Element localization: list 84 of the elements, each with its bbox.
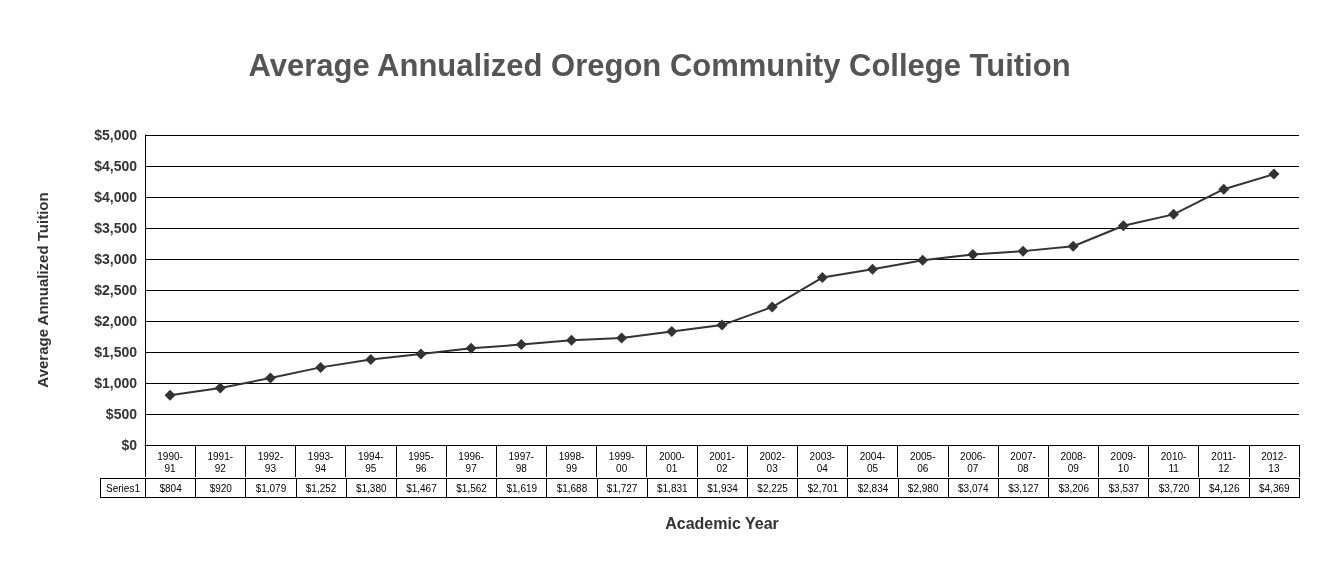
y-tick-label: $2,000 bbox=[94, 313, 138, 329]
x-tick-label: 2012-13 bbox=[1261, 450, 1287, 474]
x-tick-label: 2011-12 bbox=[1211, 450, 1237, 474]
point bbox=[1117, 220, 1129, 232]
point bbox=[315, 361, 327, 373]
point bbox=[1017, 245, 1029, 257]
x-axis-title: Academic Year bbox=[665, 514, 779, 532]
point bbox=[1218, 183, 1230, 195]
x-tick-label: 2000-01 bbox=[659, 450, 685, 474]
x-tick-label: 2004-05 bbox=[859, 450, 886, 474]
x-tick-label: 1997-98 bbox=[508, 450, 535, 474]
x-tick-label: 1996-97 bbox=[458, 450, 484, 474]
y-axis-title: Average Annualized Tuition bbox=[34, 192, 51, 388]
data-label: $804 bbox=[145, 478, 196, 498]
data-label: $1,727 bbox=[597, 478, 648, 498]
data-label: $2,701 bbox=[797, 478, 848, 498]
x-tick-label: 2008-09 bbox=[1060, 450, 1087, 474]
data-label: $3,720 bbox=[1148, 478, 1200, 498]
point bbox=[264, 372, 276, 384]
x-tick-label: 1995-96 bbox=[408, 450, 434, 474]
data-label: $3,206 bbox=[1048, 478, 1099, 498]
x-tick-label: 2001-02 bbox=[709, 450, 735, 474]
chart-title: Average Annualized Oregon Community College Tuition bbox=[248, 48, 1071, 83]
data-label: $1,934 bbox=[697, 478, 748, 498]
data-label: $4,369 bbox=[1249, 478, 1300, 498]
text: Series1 bbox=[100, 478, 146, 498]
point bbox=[1268, 168, 1280, 180]
data-label: $2,980 bbox=[898, 478, 949, 498]
point bbox=[816, 272, 828, 284]
x-tick-label: 2002-03 bbox=[759, 450, 785, 474]
data-label: $3,074 bbox=[948, 478, 999, 498]
y-tick-label: $1,000 bbox=[94, 375, 138, 391]
x-tick-label: 1993-94 bbox=[307, 450, 334, 474]
point bbox=[867, 263, 879, 275]
y-tick-label: $5,000 bbox=[94, 127, 138, 143]
data-label: $1,079 bbox=[245, 478, 297, 498]
point bbox=[766, 301, 778, 313]
data-label: $1,380 bbox=[346, 478, 397, 498]
data-label: $1,467 bbox=[396, 478, 447, 498]
y-tick-label: $500 bbox=[105, 406, 138, 422]
x-tick-label: 2003-04 bbox=[809, 450, 836, 474]
data-label: $1,252 bbox=[296, 478, 347, 498]
y-tick-label: $4,500 bbox=[94, 158, 138, 174]
x-tick-label: 2006-07 bbox=[960, 450, 986, 474]
data-label: $2,225 bbox=[747, 478, 798, 498]
y-tick-label: $3,000 bbox=[94, 251, 138, 267]
x-tick-label: 1991-92 bbox=[207, 450, 234, 474]
x-tick-label: 1998-99 bbox=[558, 450, 585, 474]
point bbox=[515, 339, 527, 351]
point bbox=[365, 353, 377, 365]
data-label: $1,688 bbox=[546, 478, 598, 498]
x-tick-label: 2005-06 bbox=[909, 450, 936, 474]
point bbox=[465, 342, 477, 354]
point bbox=[967, 248, 979, 260]
point bbox=[616, 332, 628, 344]
point bbox=[666, 325, 678, 337]
data-label: $1,831 bbox=[647, 478, 698, 498]
data-label: $1,562 bbox=[446, 478, 497, 498]
x-tick-label: 2010-11 bbox=[1160, 450, 1187, 474]
x-tick-label: 1992-93 bbox=[257, 450, 284, 474]
point bbox=[917, 254, 929, 266]
point bbox=[164, 389, 176, 401]
y-tick-label: $2,500 bbox=[94, 282, 138, 298]
data-label: $920 bbox=[195, 478, 246, 498]
point bbox=[716, 319, 728, 331]
point bbox=[415, 348, 427, 360]
point bbox=[214, 382, 226, 394]
data-label: $2,834 bbox=[847, 478, 899, 498]
x-tick-label: 2007-08 bbox=[1010, 450, 1036, 474]
data-label: $3,537 bbox=[1098, 478, 1149, 498]
point bbox=[1168, 208, 1180, 220]
x-tick-label: 2009-10 bbox=[1110, 450, 1137, 474]
y-tick-label: $1,500 bbox=[94, 344, 138, 360]
x-tick-label: 1999-00 bbox=[608, 450, 635, 474]
x-tick-label: 1994-95 bbox=[357, 450, 384, 474]
point bbox=[565, 334, 577, 346]
x-tick-label: 1990-91 bbox=[157, 450, 183, 474]
y-tick-label: $0 bbox=[121, 437, 138, 453]
data-label: $4,126 bbox=[1199, 478, 1250, 498]
data-label: $3,127 bbox=[998, 478, 1049, 498]
y-tick-label: $3,500 bbox=[94, 220, 138, 236]
point bbox=[1067, 240, 1079, 252]
y-tick-label: $4,000 bbox=[94, 189, 138, 205]
data-label: $1,619 bbox=[496, 478, 547, 498]
